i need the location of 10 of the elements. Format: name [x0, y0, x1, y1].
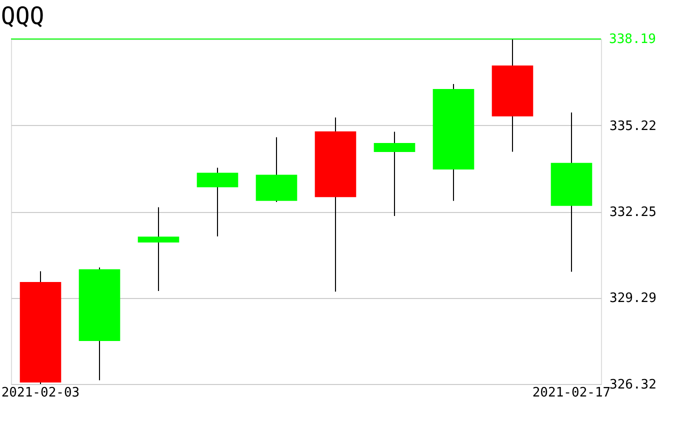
x-tick-label: 2021-02-03	[1, 386, 80, 400]
candlestick	[374, 131, 416, 217]
ref-line-label: 338.19	[609, 32, 656, 47]
candlestick	[138, 206, 180, 292]
y-tick-label: 335.22	[610, 118, 656, 134]
y-tick-label: 326.32	[610, 378, 656, 392]
y-tick-label: 332.25	[610, 205, 656, 220]
x-tick-label: 2021-02-17	[532, 386, 611, 400]
y-tick-label: 329.29	[610, 291, 656, 306]
chart-title: QQQ	[0, 2, 44, 30]
